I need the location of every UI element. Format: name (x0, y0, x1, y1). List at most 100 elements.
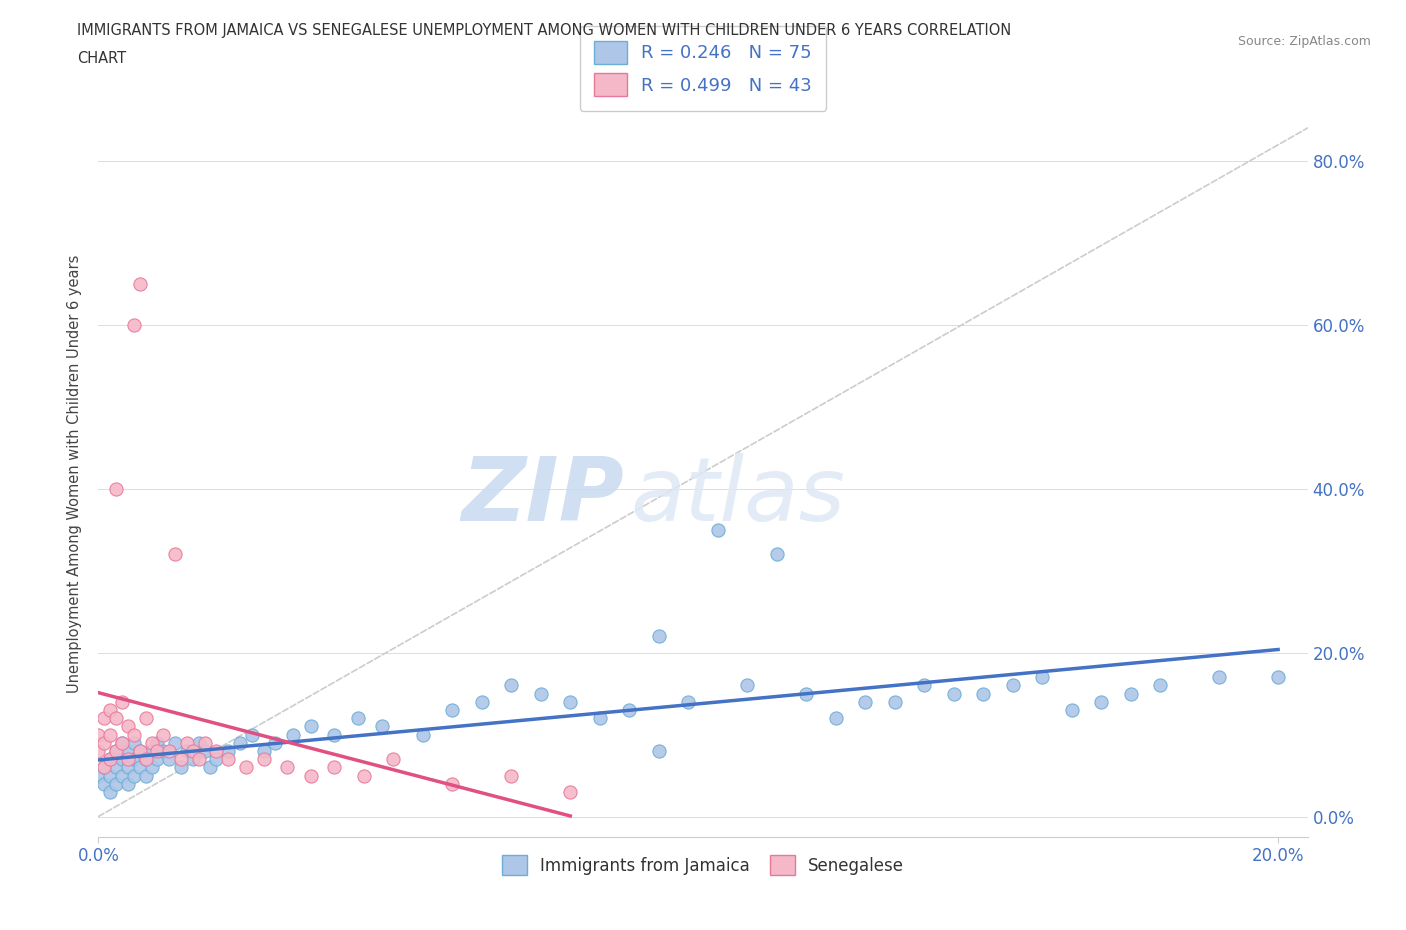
Point (299, 719, 322, 734)
Point (128, 743, 150, 758)
Point (122, 751, 145, 766)
Point (122, 317, 145, 332)
Point (128, 743, 150, 758)
Point (117, 719, 139, 734)
Point (105, 711, 128, 725)
Text: IMMIGRANTS FROM JAMAICA VS SENEGALESE UNEMPLOYMENT AMONG WOMEN WITH CHILDREN UND: IMMIGRANTS FROM JAMAICA VS SENEGALESE UN… (77, 23, 1011, 38)
Point (135, 711, 157, 725)
Point (87, 727, 110, 742)
Point (111, 736, 134, 751)
Point (205, 743, 228, 758)
Point (205, 751, 228, 766)
Point (972, 686, 994, 701)
Point (93, 760, 115, 775)
Point (530, 686, 553, 701)
Point (176, 743, 198, 758)
Legend: Immigrants from Jamaica, Senegalese: Immigrants from Jamaica, Senegalese (494, 847, 912, 884)
Point (105, 743, 128, 758)
Point (1001, 678, 1024, 693)
Point (648, 743, 671, 758)
Point (93, 711, 115, 725)
Point (93, 736, 115, 751)
Point (382, 751, 405, 766)
Point (105, 743, 128, 758)
Text: CHART: CHART (77, 51, 127, 66)
Point (1031, 670, 1053, 684)
Point (157, 743, 180, 758)
Point (678, 695, 700, 710)
Point (141, 743, 163, 758)
Point (165, 547, 187, 562)
Point (299, 768, 322, 783)
Text: ZIP: ZIP (461, 453, 624, 539)
Point (1060, 702, 1083, 717)
Point (111, 695, 134, 710)
Point (471, 695, 494, 710)
Point (141, 736, 163, 751)
Point (412, 727, 434, 742)
Point (187, 751, 209, 766)
Point (824, 711, 846, 725)
Point (152, 727, 174, 742)
Point (240, 727, 263, 742)
Point (146, 743, 169, 758)
Point (98, 727, 121, 742)
Point (853, 695, 876, 710)
Point (135, 751, 157, 766)
Point (501, 768, 523, 783)
Point (93, 760, 115, 775)
Point (111, 736, 134, 751)
Point (128, 276, 150, 291)
Text: Source: ZipAtlas.com: Source: ZipAtlas.com (1237, 35, 1371, 48)
Point (706, 522, 728, 537)
Point (1208, 670, 1230, 684)
Point (187, 736, 209, 751)
Point (347, 711, 370, 725)
Point (735, 678, 758, 693)
Point (105, 777, 128, 791)
Point (105, 481, 128, 496)
Point (217, 743, 239, 758)
Point (152, 743, 174, 758)
Point (98, 751, 121, 766)
Point (146, 736, 169, 751)
Point (194, 736, 217, 751)
Point (560, 695, 582, 710)
Point (765, 547, 787, 562)
Point (117, 751, 139, 766)
Point (252, 743, 274, 758)
Point (181, 743, 204, 758)
Point (122, 736, 145, 751)
Point (323, 727, 346, 742)
Point (135, 751, 157, 766)
Point (181, 751, 204, 766)
Point (122, 768, 145, 783)
Point (794, 686, 817, 701)
Point (252, 751, 274, 766)
Point (560, 785, 582, 800)
Point (229, 736, 252, 751)
Point (117, 760, 139, 775)
Point (98, 768, 121, 783)
Point (235, 760, 257, 775)
Point (194, 743, 217, 758)
Point (217, 751, 239, 766)
Point (98, 785, 121, 800)
Point (117, 777, 139, 791)
Point (912, 678, 935, 693)
Point (141, 760, 163, 775)
Point (883, 695, 905, 710)
Point (1267, 670, 1289, 684)
Point (200, 760, 222, 775)
Point (98, 702, 121, 717)
Point (1090, 695, 1112, 710)
Point (176, 736, 198, 751)
Point (942, 686, 965, 701)
Point (117, 743, 139, 758)
Point (122, 727, 145, 742)
Point (170, 751, 193, 766)
Point (165, 736, 187, 751)
Point (135, 768, 157, 783)
Point (264, 736, 287, 751)
Point (501, 678, 523, 693)
